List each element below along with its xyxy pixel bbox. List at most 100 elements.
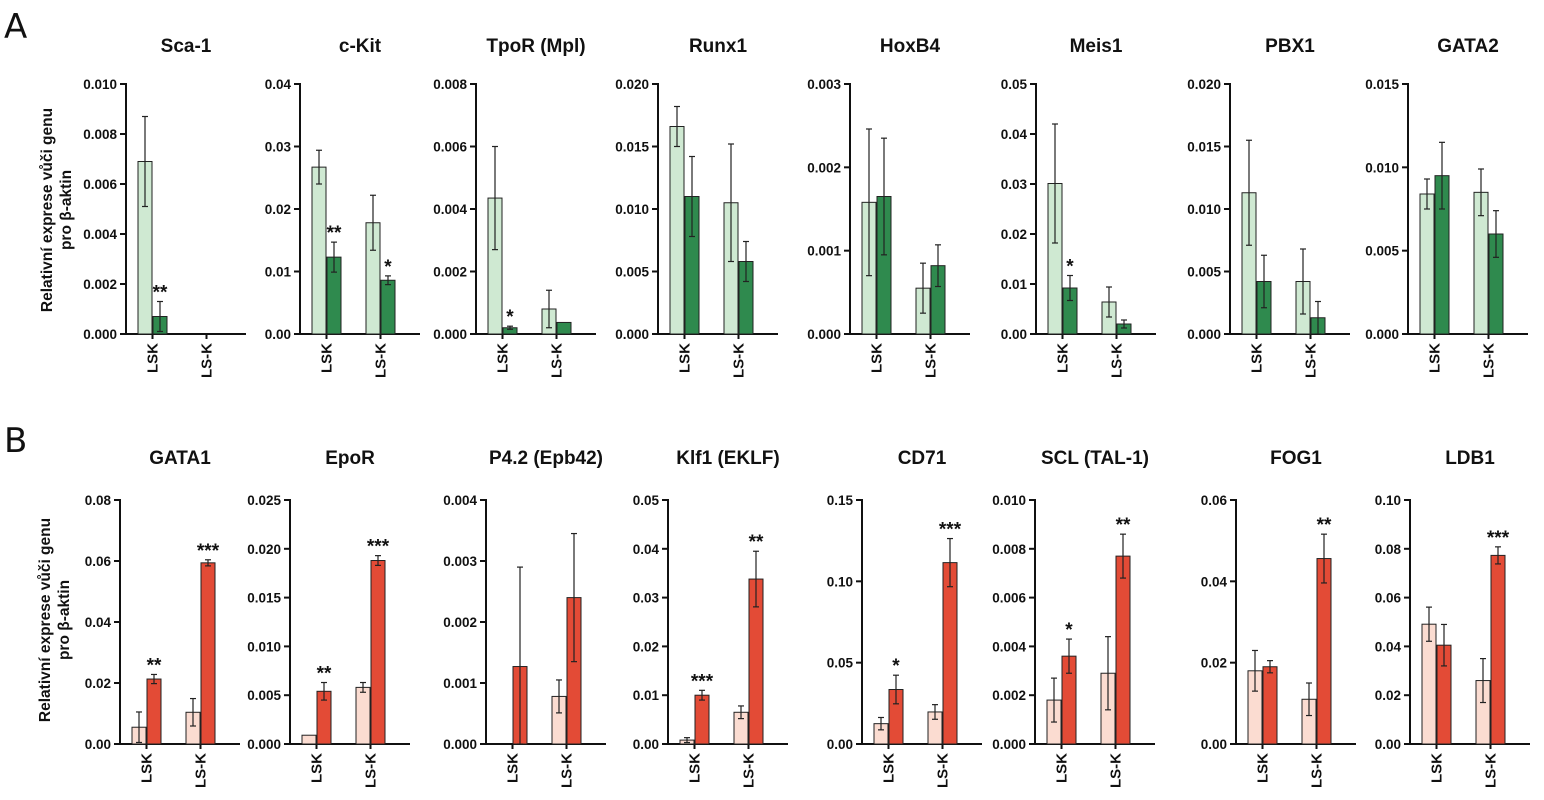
y-tick-label: 0.00	[265, 327, 291, 342]
chart-ldb1: LDB1 0.00 0.02 0.04 0.06 0.08 0.10 LSK LS-K ***	[1375, 448, 1530, 788]
y-tick-label: 0.02	[633, 639, 659, 654]
y-tick-label: 0.02	[1001, 227, 1027, 242]
y-tick-label: 0.01	[265, 265, 292, 280]
significance-marker: **	[147, 655, 162, 676]
panel-letter-a: A	[4, 7, 27, 47]
y-tick-label: 0.015	[1187, 140, 1221, 155]
chart-scl-tal-1: SCL (TAL-1) 0.000 0.002 0.004 0.006 0.008 0.01…	[992, 448, 1155, 788]
y-tick-label: 0.06	[1201, 493, 1228, 508]
bar-lsk-series1	[669, 126, 685, 335]
y-tick-label: 0.008	[433, 77, 467, 92]
category-label-lsk: LSK	[1054, 753, 1071, 783]
y-tick-label: 0.03	[1001, 177, 1028, 192]
chart-meis1: Meis1 0.00 0.01 0.02 0.03 0.04 0.05 LSK LS-K *	[1001, 36, 1156, 378]
chart-title: P4.2 (Epb42)	[489, 448, 603, 469]
y-tick-label: 0.02	[1375, 688, 1401, 703]
significance-marker: *	[1066, 257, 1074, 278]
chart-title: GATA2	[1437, 36, 1499, 57]
y-tick-label: 0.08	[1375, 542, 1402, 557]
chart-title: Meis1	[1070, 36, 1123, 57]
y-tick-label: 0.15	[827, 493, 854, 508]
category-label-lsk: LSK	[1427, 343, 1444, 373]
y-axis-label-b-line1: Relativní exprese vůči genu	[37, 518, 54, 722]
y-tick-label: 0.06	[85, 554, 112, 569]
y-tick-label: 0.000	[443, 737, 477, 752]
charts-container: Sca-1 0.000 0.002 0.004 0.006 0.008 0.010 LSK LS…	[83, 36, 1530, 788]
category-label-ls-k: LS-K	[731, 343, 748, 378]
chart-klf1-eklf: Klf1 (EKLF) 0.00 0.01 0.02 0.03 0.04 0.05 LSK LS…	[633, 448, 788, 788]
chart-p4-2-epb42: P4.2 (Epb42) 0.000 0.001 0.002 0.003 0.004 LSK…	[443, 448, 606, 788]
y-tick-label: 0.010	[1365, 160, 1399, 175]
significance-marker: ***	[939, 520, 962, 541]
y-tick-label: 0.002	[443, 615, 477, 630]
y-tick-label: 0.002	[992, 688, 1026, 703]
y-tick-label: 0.00	[1201, 737, 1227, 752]
y-tick-label: 0.02	[265, 202, 291, 217]
significance-marker: **	[1116, 515, 1131, 536]
bar-lsk-series1	[1419, 193, 1435, 335]
bar-ls-k-series2	[380, 279, 396, 335]
category-label-ls-k: LS-K	[373, 343, 390, 378]
y-tick-label: 0.015	[247, 591, 281, 606]
chart-gata2: GATA2 0.000 0.005 0.010 0.015 LSK LS-K	[1365, 36, 1528, 378]
chart-pbx1: PBX1 0.000 0.005 0.010 0.015 0.020 LSK LS-K	[1187, 36, 1350, 378]
bar-ls-k-series1	[355, 686, 371, 745]
bar-lsk-series1	[311, 166, 327, 335]
y-tick-label: 0.10	[827, 574, 853, 589]
y-tick-label: 0.04	[633, 542, 660, 557]
bar-lsk-series1	[301, 734, 317, 745]
y-axis-label-b: Relativní exprese vůči genu pro β-aktin	[37, 518, 73, 722]
y-tick-label: 0.10	[1375, 493, 1401, 508]
bar-ls-k-series2	[556, 321, 572, 335]
y-tick-label: 0.010	[1187, 202, 1221, 217]
y-tick-label: 0.000	[1365, 327, 1399, 342]
significance-marker: *	[892, 656, 900, 677]
y-tick-label: 0.001	[443, 676, 477, 691]
chart-title: LDB1	[1445, 448, 1495, 469]
significance-marker: **	[749, 532, 764, 553]
significance-marker: **	[153, 283, 168, 304]
y-tick-label: 0.000	[247, 737, 281, 752]
chart-title: c-Kit	[339, 36, 382, 57]
bar-lsk-series1	[1421, 623, 1437, 745]
y-tick-label: 0.000	[433, 327, 467, 342]
y-tick-label: 0.002	[807, 160, 841, 175]
category-label-lsk: LSK	[869, 343, 886, 373]
y-tick-label: 0.005	[1365, 244, 1399, 259]
chart-tpor-mpl: TpoR (Mpl) 0.000 0.002 0.004 0.006 0.008 LSK LS…	[433, 36, 596, 378]
y-tick-label: 0.000	[992, 737, 1026, 752]
y-axis-label-b-line2: pro β-aktin	[56, 580, 73, 660]
bar-lsk-series2	[146, 678, 162, 745]
y-axis-label-a-line1: Relativní exprese vůči genu	[39, 108, 56, 312]
category-label-lsk: LSK	[1055, 343, 1072, 373]
y-tick-label: 0.01	[1001, 277, 1028, 292]
category-label-lsk: LSK	[495, 343, 512, 373]
category-label-ls-k: LS-K	[1483, 753, 1500, 788]
y-tick-label: 0.04	[1201, 574, 1228, 589]
category-label-lsk: LSK	[319, 343, 336, 373]
y-tick-label: 0.004	[443, 493, 477, 508]
y-tick-label: 0.005	[1187, 265, 1221, 280]
chart-title: EpoR	[325, 448, 375, 469]
y-tick-label: 0.000	[83, 327, 117, 342]
significance-marker: *	[1065, 620, 1073, 641]
category-label-lsk: LSK	[1255, 753, 1272, 783]
y-tick-label: 0.020	[615, 77, 649, 92]
y-tick-label: 0.025	[247, 493, 281, 508]
significance-marker: **	[327, 223, 342, 244]
chart-title: FOG1	[1270, 448, 1322, 469]
y-tick-label: 0.008	[83, 127, 117, 142]
category-label-lsk: LSK	[1429, 753, 1446, 783]
y-tick-label: 0.003	[807, 77, 841, 92]
y-tick-label: 0.00	[85, 737, 111, 752]
chart-title: HoxB4	[880, 36, 941, 57]
chart-title: TpoR (Mpl)	[486, 36, 585, 57]
chart-sca-1: Sca-1 0.000 0.002 0.004 0.006 0.008 0.010 LSK LS…	[83, 36, 246, 378]
y-tick-label: 0.010	[247, 639, 281, 654]
category-label-lsk: LSK	[1249, 343, 1266, 373]
significance-marker: **	[1317, 515, 1332, 536]
y-tick-label: 0.04	[85, 615, 112, 630]
chart-title: Klf1 (EKLF)	[676, 448, 779, 469]
